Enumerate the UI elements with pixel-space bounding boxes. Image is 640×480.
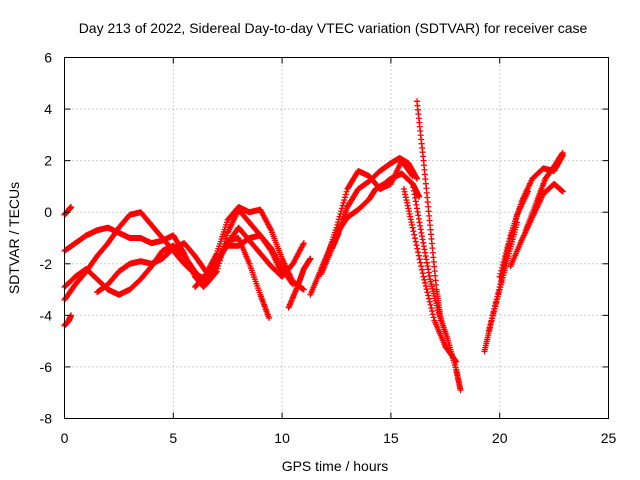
y-tick-label: -2 bbox=[40, 256, 53, 272]
series-track-k bbox=[400, 186, 460, 365]
series-track-l bbox=[414, 98, 444, 324]
x-tick-label: 5 bbox=[169, 430, 177, 446]
series-track-q bbox=[522, 149, 566, 234]
series-track-e bbox=[192, 204, 307, 293]
y-tick-label: 2 bbox=[44, 153, 52, 169]
plot-frame bbox=[64, 57, 609, 419]
plus-markers bbox=[322, 157, 416, 265]
y-tick-label: 4 bbox=[44, 101, 52, 117]
plus-markers bbox=[61, 204, 75, 218]
x-tick-label: 15 bbox=[383, 430, 399, 446]
grid-lines bbox=[64, 57, 609, 419]
chart-title: Day 213 of 2022, Sidereal Day-to-day VTE… bbox=[79, 20, 588, 36]
series-track-s bbox=[61, 204, 75, 218]
y-axis-label: SDTVAR / TECUs bbox=[6, 182, 22, 294]
plus-markers bbox=[400, 186, 460, 365]
axis-ticks bbox=[64, 57, 609, 419]
y-tick-label: -8 bbox=[40, 411, 53, 427]
y-tick-label: 0 bbox=[44, 204, 52, 220]
series-track-i bbox=[322, 157, 416, 265]
plus-markers bbox=[192, 204, 307, 293]
x-tick-label: 20 bbox=[492, 430, 508, 446]
plus-markers bbox=[61, 312, 75, 329]
x-tick-label: 10 bbox=[274, 430, 290, 446]
series-track-f bbox=[285, 255, 314, 311]
plus-markers bbox=[285, 255, 314, 311]
axis-tick-labels: 0 5 10 15 20 25 -8 -6 -4 -2 0 2 4 6 bbox=[40, 50, 617, 447]
plus-markers bbox=[414, 98, 444, 324]
x-axis-label: GPS time / hours bbox=[282, 458, 389, 474]
y-tick-label: -6 bbox=[40, 359, 53, 375]
data-points bbox=[61, 98, 566, 394]
y-tick-label: 6 bbox=[44, 50, 52, 66]
series-track-r bbox=[61, 312, 75, 329]
x-tick-label: 0 bbox=[61, 430, 69, 446]
y-tick-label: -4 bbox=[40, 307, 53, 323]
x-tick-label: 25 bbox=[601, 430, 617, 446]
plus-markers bbox=[522, 149, 566, 234]
